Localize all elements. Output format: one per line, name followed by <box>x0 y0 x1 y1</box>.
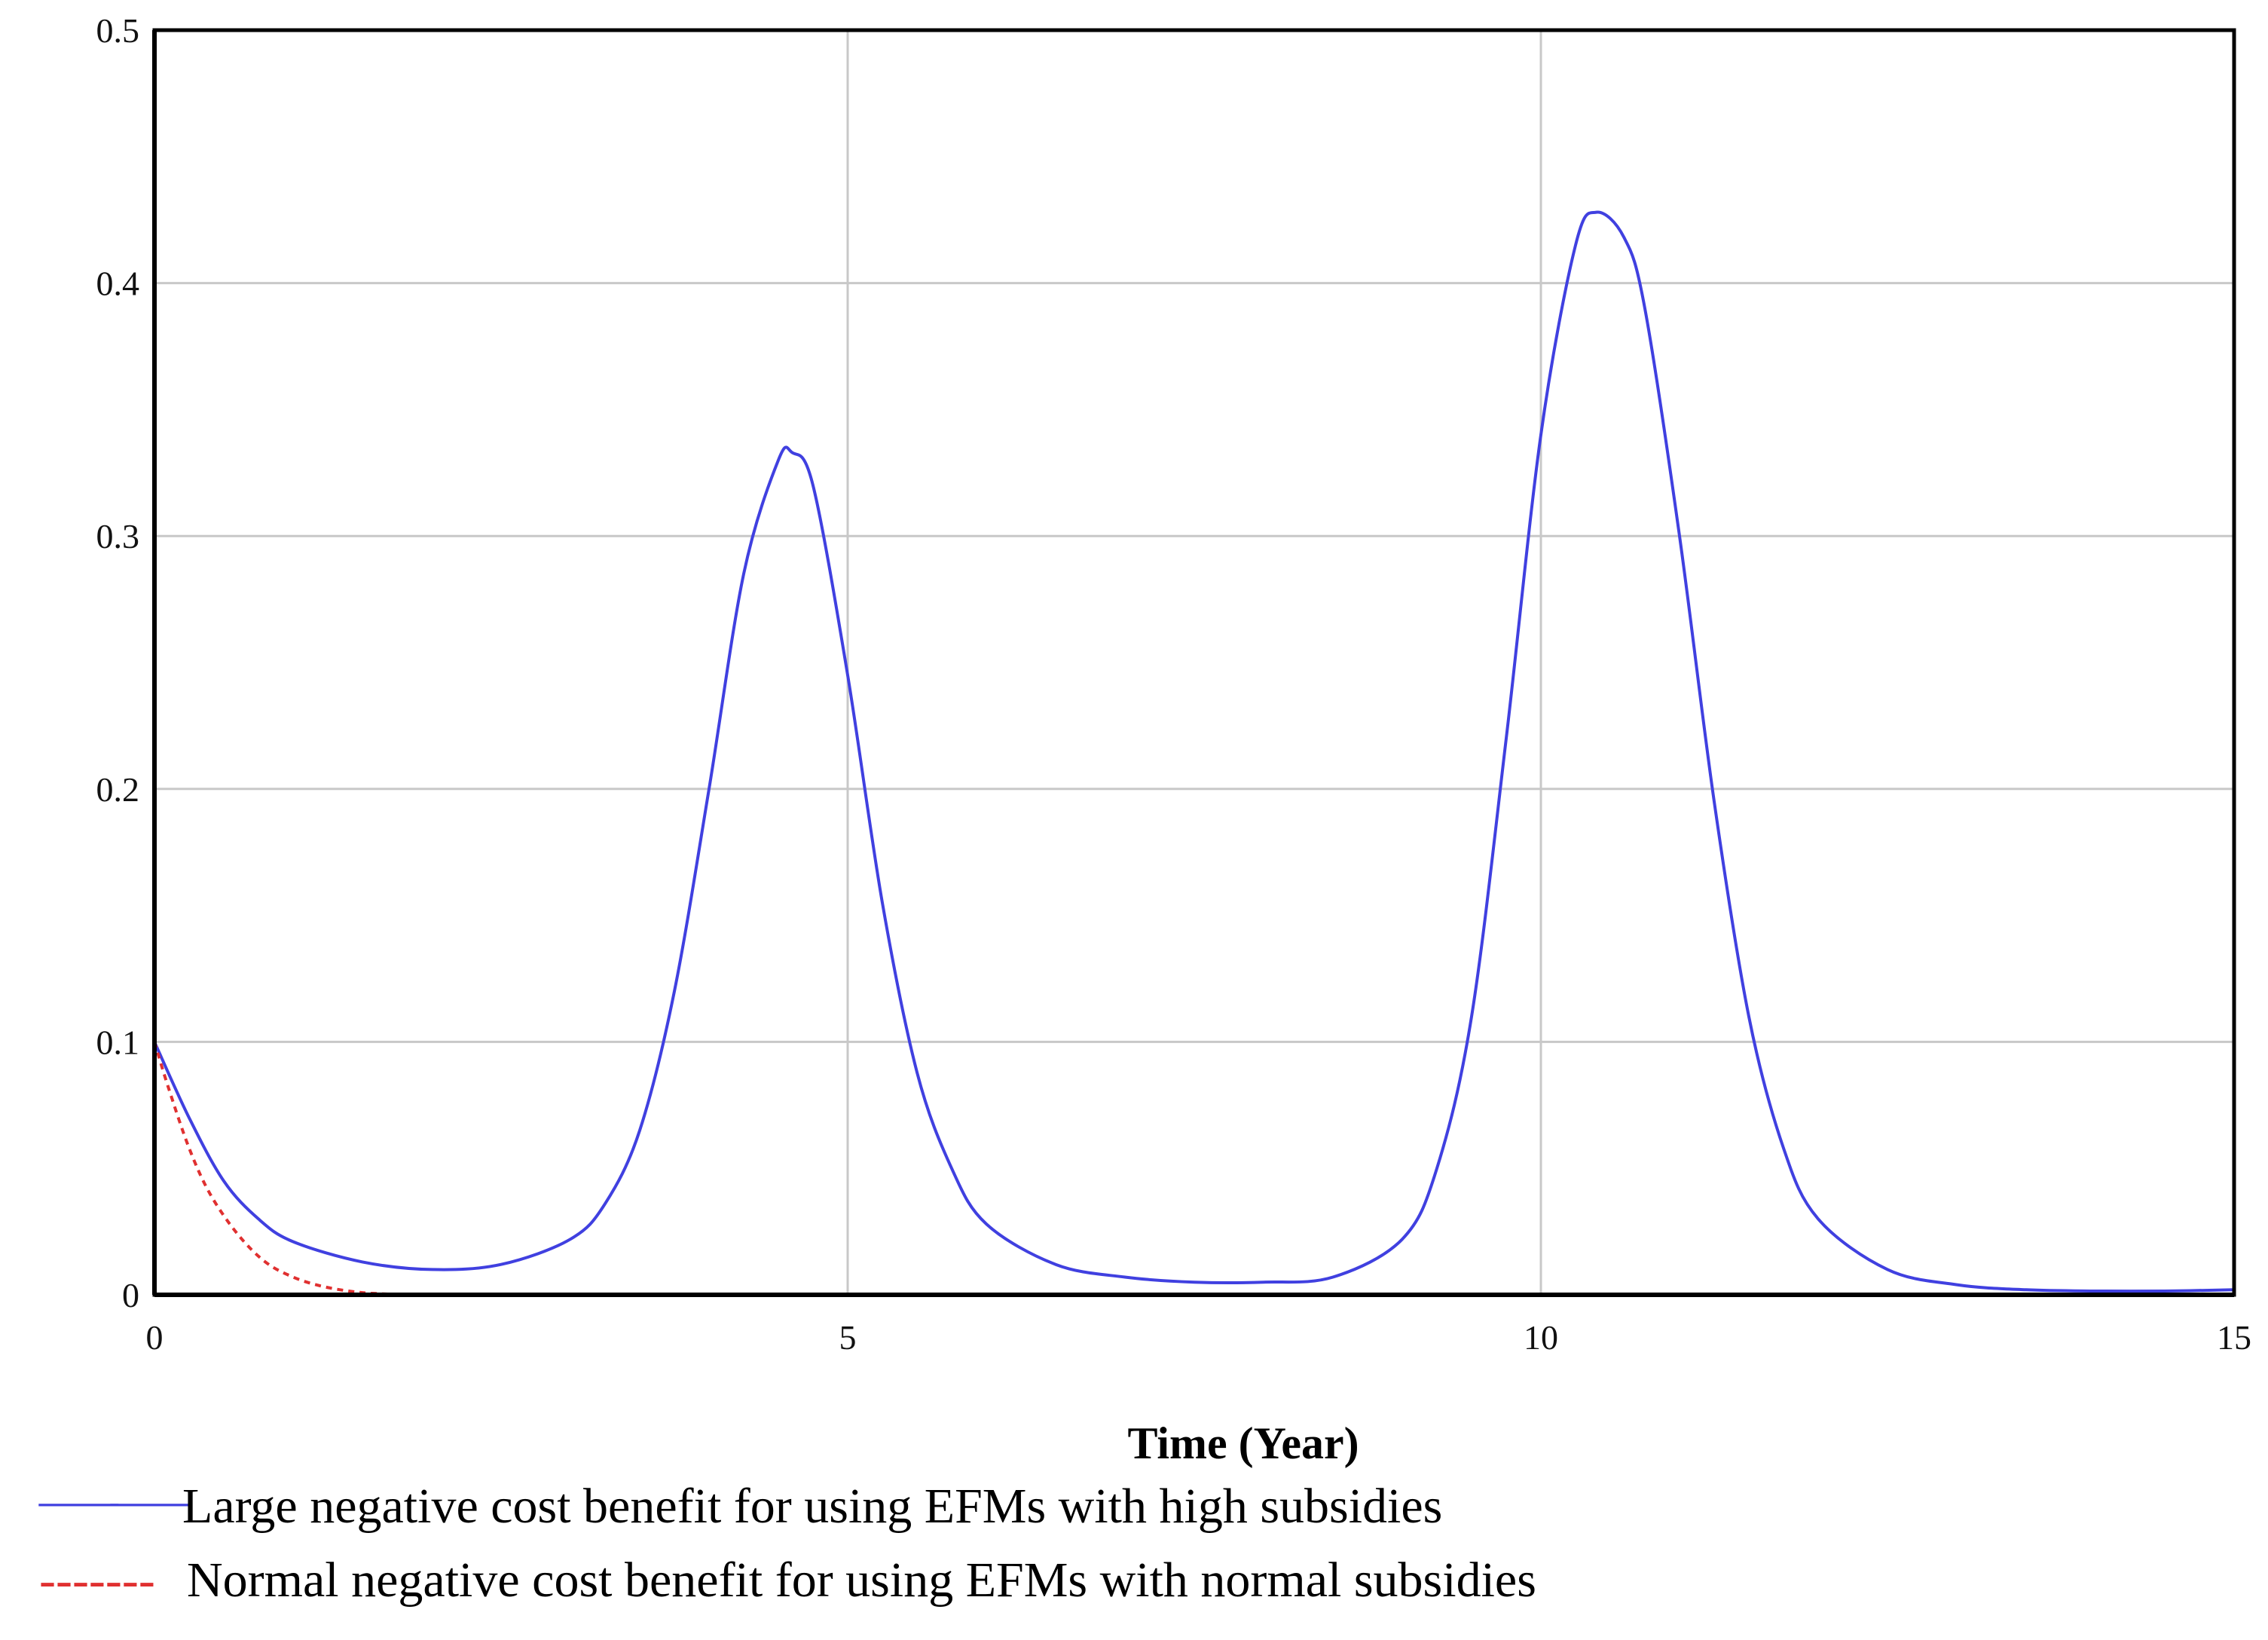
legend-label: Normal negative cost benefit for using E… <box>187 1553 1536 1608</box>
x-tick-label: 10 <box>1524 1318 1558 1357</box>
plot-frame <box>152 28 2236 1297</box>
y-tick-label: 0.1 <box>96 1023 140 1061</box>
series-line-high-subsidies <box>153 210 2235 1293</box>
y-axis-ticks: 0 0.1 0.2 0.3 0.4 0.5 <box>96 11 140 1314</box>
x-tick-label: 0 <box>146 1318 164 1357</box>
y-tick-label: 0.2 <box>96 770 140 809</box>
legend-label: Large negative cost benefit for using EF… <box>182 1479 1442 1534</box>
y-tick-label: 0.3 <box>96 517 140 555</box>
x-tick-label: 5 <box>839 1318 857 1357</box>
y-tick-label: 0 <box>122 1276 139 1314</box>
legend-marker: ------- <box>39 1553 155 1608</box>
x-axis-label: Time (Year) <box>1127 1418 1359 1468</box>
x-tick-label: 15 <box>2217 1318 2251 1357</box>
gridlines <box>154 29 2236 1295</box>
series-lines <box>153 210 2235 1297</box>
series-line-normal-subsidies <box>153 1041 2234 1297</box>
y-tick-label: 0.5 <box>96 11 140 50</box>
legend-marker: —— <box>38 1473 191 1528</box>
legend: ——Large negative cost benefit for using … <box>38 1473 1536 1608</box>
x-axis-ticks: 0 5 10 15 <box>146 1318 2252 1357</box>
y-tick-label: 0.4 <box>96 265 140 303</box>
